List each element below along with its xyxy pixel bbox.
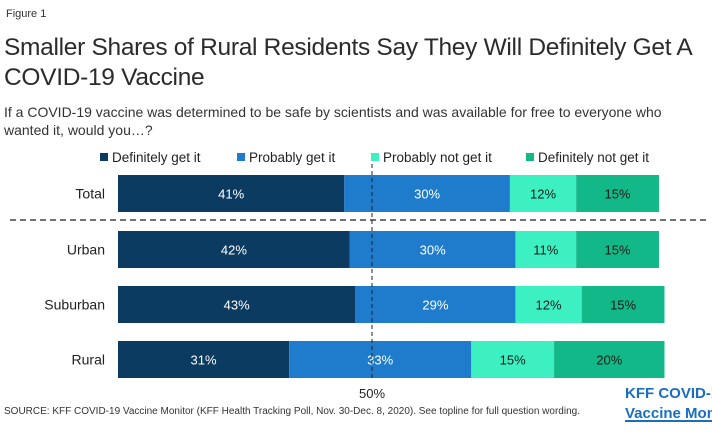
data-label-suburban-definitely-not-get-it: 15% [610,298,636,313]
bars: 41% 30% 12% 15% 42% 30% 11% 15% 43% 29% 12% 15% 31% 3… [118,175,665,378]
category-label-total: Total [75,186,105,202]
bar-urban-definitely-not-get-it [576,231,659,268]
bar-rural-definitely-not-get-it [554,341,665,378]
bar-urban-probably-not-get-it [515,231,577,268]
bar-suburban-probably-get-it [355,286,516,323]
data-label-rural-probably-get-it: 33% [367,353,393,368]
data-label-total-probably-not-get-it: 12% [530,187,556,202]
data-label-urban-definitely-get-it: 42% [221,243,247,258]
bar-suburban-definitely-get-it [118,286,356,323]
legend: Definitely get it Probably get it Probably… [100,150,649,165]
legend-label-definitely-get-it: Definitely get it [112,150,201,165]
data-label-total-probably-get-it: 30% [414,187,440,202]
bar-suburban-definitely-not-get-it [581,286,665,323]
legend-swatch-definitely-get-it [100,153,108,161]
legend-label-probably-get-it: Probably get it [249,150,336,165]
data-label-suburban-probably-get-it: 29% [422,298,448,313]
data-label-rural-definitely-get-it: 31% [191,353,217,368]
legend-swatch-probably-not-get-it [371,153,379,161]
data-label-urban-probably-not-get-it: 11% [533,243,558,258]
data-label-urban-definitely-not-get-it: 15% [605,243,631,258]
bar-total-definitely-get-it [118,175,345,212]
data-label-suburban-definitely-get-it: 43% [224,298,250,313]
legend-label-definitely-not-get-it: Definitely not get it [538,150,649,165]
data-label-suburban-probably-not-get-it: 12% [536,298,562,313]
chart-title: Smaller Shares of Rural Residents Say Th… [4,34,692,91]
legend-swatch-probably-get-it [237,153,245,161]
bar-urban-probably-get-it [349,231,516,268]
data-label-urban-probably-get-it: 30% [420,243,446,258]
legend-swatch-definitely-not-get-it [526,153,534,161]
data-label-rural-definitely-not-get-it: 20% [596,353,622,368]
logo-line-2: Vaccine Monitor [625,405,712,422]
bar-suburban-probably-not-get-it [515,286,582,323]
bar-rural-definitely-get-it [118,341,290,378]
bar-rural-probably-not-get-it [471,341,555,378]
category-label-rural: Rural [72,352,105,368]
source-note: SOURCE: KFF COVID-19 Vaccine Monitor (KF… [4,406,580,417]
legend-label-probably-not-get-it: Probably not get it [383,150,492,165]
category-label-urban: Urban [67,242,105,258]
data-label-total-definitely-get-it: 41% [218,187,244,202]
bar-total-definitely-not-get-it [576,175,659,212]
data-label-rural-probably-not-get-it: 15% [500,353,526,368]
kff-logo: KFF COVID-19 Vaccine Monitor [625,384,712,424]
bar-rural-probably-get-it [289,341,472,378]
category-label-suburban: Suburban [44,297,105,313]
chart-subtitle: If a COVID-19 vaccine was determined to … [4,104,662,138]
data-label-total-definitely-not-get-it: 15% [605,187,631,202]
bar-total-probably-not-get-it [509,175,577,212]
category-labels: Total Urban Suburban Rural [44,186,105,368]
stacked-bar-chart: Definitely get it Probably get it Probably… [10,150,706,400]
figure-label: Figure 1 [6,8,47,20]
reference-line-label: 50% [359,386,385,400]
bar-urban-definitely-get-it [118,231,350,268]
logo-line-1: KFF COVID-19 [625,385,712,402]
